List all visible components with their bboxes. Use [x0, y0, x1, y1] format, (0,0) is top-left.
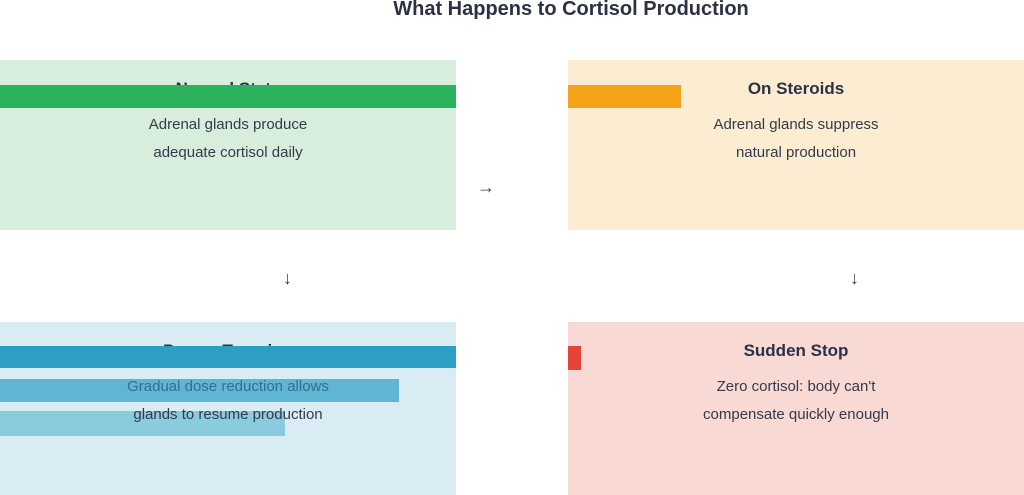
panel-normal-state: Normal State Adrenal glands produce adeq…: [0, 60, 456, 230]
taper-bar-2: [0, 379, 399, 402]
panel-on-steroids: On Steroids Adrenal glands suppress natu…: [568, 60, 1024, 230]
panel-text-line: Adrenal glands produce: [148, 116, 308, 133]
panel-sudden-stop: Sudden Stop Zero cortisol: body can't co…: [568, 322, 1024, 495]
panel-text-line: Gradual dose reduction allows: [127, 378, 329, 395]
cortisol-level-bar-sudden-stop: [568, 346, 581, 370]
panel-text-line: natural production: [735, 144, 857, 161]
taper-bar-1: [0, 346, 456, 368]
panel-proper-tapering: Proper Tapering Gradual dose reduction a…: [0, 322, 456, 495]
panel-text-line: Zero cortisol: body can't: [716, 378, 876, 395]
taper-bar-3: [0, 411, 285, 436]
arrow-down-icon: ↓: [850, 268, 859, 288]
panel-text-line: Adrenal glands suppress: [713, 116, 879, 133]
cortisol-level-bar-normal: [0, 85, 456, 108]
panel-text-line: compensate quickly enough: [703, 406, 889, 423]
cortisol-level-bar-steroids: [568, 85, 681, 108]
panel-heading-sudden-stop: Sudden Stop: [743, 341, 849, 360]
panel-text-line: adequate cortisol daily: [153, 144, 303, 161]
panel-text-line: glands to resume production: [133, 406, 323, 423]
page-title: What Happens to Cortisol Production: [393, 0, 749, 20]
panel-heading-on-steroids: On Steroids: [747, 79, 845, 98]
arrow-right-icon: →: [477, 177, 495, 197]
arrow-down-icon: ↓: [283, 268, 292, 288]
